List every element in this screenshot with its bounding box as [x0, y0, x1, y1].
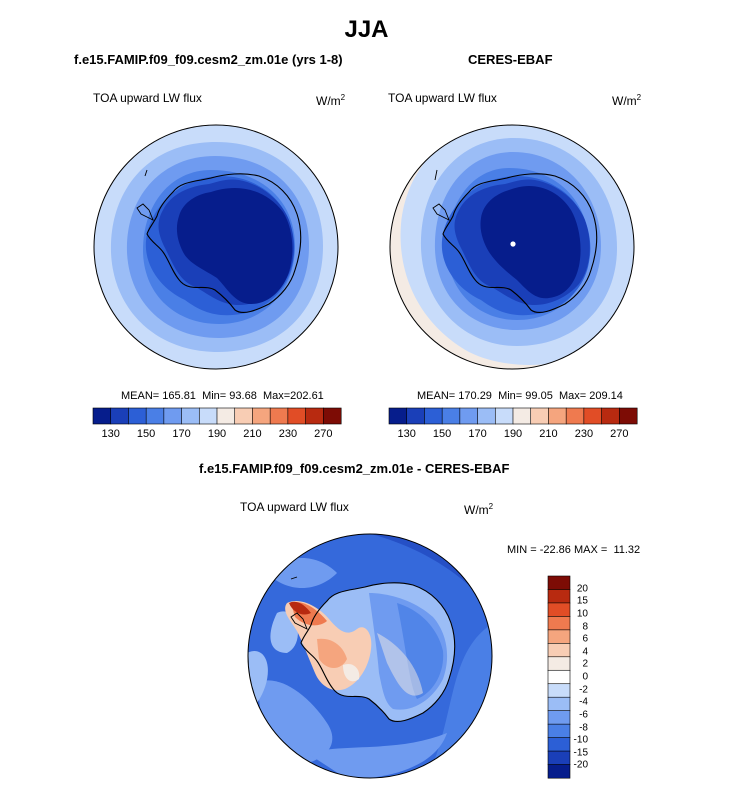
colorbar-swatch [547, 764, 571, 779]
colorbar-swatch [305, 407, 324, 425]
panel1-colorbar-labels: 130 150 170 190 210 230 250 270 [93, 428, 341, 442]
colorbar-swatch [216, 407, 236, 425]
colorbar-swatch [269, 407, 289, 425]
d-tick-label: 0 [582, 671, 588, 683]
colorbar-swatch [601, 407, 620, 425]
d-tick-label: 6 [582, 633, 588, 645]
difference-minmax: MIN = -22.86 MAX = 11.32 [507, 544, 641, 556]
panel2-map [389, 124, 635, 370]
colorbar-swatch [477, 407, 496, 425]
p1-tick-label: 130 [101, 428, 120, 440]
colorbar-swatch [322, 407, 342, 425]
difference-units: W/m2 [464, 502, 494, 517]
p1-band-min [176, 188, 293, 304]
d-tick-label: -20 [573, 759, 588, 771]
p1-tick-label: 170 [172, 428, 191, 440]
colorbar-swatch [163, 407, 183, 425]
panel1-colorbar [92, 407, 342, 425]
d-tick-label: 4 [582, 646, 588, 658]
d-tick-label: 10 [576, 608, 588, 620]
colorbar-swatch [494, 407, 514, 425]
p2-tick-label: 130 [397, 428, 416, 440]
d-tick-label: 2 [582, 658, 588, 670]
p2-coastline [442, 173, 598, 313]
p1-tick-label: 150 [136, 428, 156, 440]
p2-tick-label: 270 [610, 428, 629, 440]
p1-map-border [93, 124, 339, 370]
p2-band-min [480, 186, 581, 299]
d-tick-label: -10 [573, 734, 588, 746]
difference-colorbar-labels: 20 15 10 8 6 4 2 0 -2 -4 -6 -8 -10 -15 -… [540, 576, 588, 778]
p1-tick-label: 190 [207, 428, 227, 440]
panel2-variable: TOA upward LW flux [388, 91, 497, 105]
panel2-stats: MEAN= 170.29 Min= 99.05 Max= 209.14 [417, 390, 623, 402]
p2-tick-label: 150 [432, 428, 452, 440]
d-tick-label: -4 [579, 696, 588, 708]
colorbar-swatch [252, 407, 271, 425]
difference-title: f.e15.FAMIP.f09_f09.cesm2_zm.01e - CERES… [199, 461, 510, 476]
p1-tick-label: 210 [243, 428, 262, 440]
colorbar-swatch [441, 407, 461, 425]
colorbar-swatch [128, 407, 147, 425]
p2-tick-label: 190 [503, 428, 523, 440]
colorbar-swatch [388, 407, 408, 425]
p2-tick-label: 170 [468, 428, 487, 440]
colorbar-swatch [234, 407, 253, 425]
panel2-colorbar [388, 407, 638, 425]
colorbar-swatch [618, 407, 638, 425]
d-tick-label: -15 [573, 747, 588, 759]
panel1-variable: TOA upward LW flux [93, 91, 202, 105]
colorbar-swatch [583, 407, 603, 425]
d-coastline [300, 582, 456, 722]
page-title: JJA [344, 16, 389, 43]
d-tick-label: 20 [576, 583, 588, 595]
colorbar-swatch [406, 407, 425, 425]
colorbar-swatch [424, 407, 443, 425]
p2-tick-label: 230 [574, 428, 594, 440]
panel2-units: W/m2 [612, 93, 642, 108]
colorbar-swatch [565, 407, 585, 425]
colorbar-swatch [110, 407, 129, 425]
difference-colorbar [547, 575, 571, 779]
colorbar-swatch [530, 407, 549, 425]
colorbar-swatch [181, 407, 200, 425]
panel2-colorbar-labels: 130 150 170 190 210 230 250 270 [389, 428, 637, 442]
difference-variable: TOA upward LW flux [240, 500, 349, 514]
colorbar-swatch [198, 407, 218, 425]
panel2-title: CERES-EBAF [468, 52, 553, 67]
colorbar-swatch [92, 407, 112, 425]
p2-pole-point [510, 241, 516, 247]
d-tick-label: 15 [576, 595, 588, 607]
colorbar-swatch [145, 407, 165, 425]
colorbar-swatch [459, 407, 479, 425]
d-tick-label: -6 [579, 709, 588, 721]
colorbar-swatch [548, 407, 567, 425]
panel1-title: f.e15.FAMIP.f09_f09.cesm2_zm.01e (yrs 1-… [74, 52, 343, 67]
p1-coastline [146, 173, 302, 313]
panel1-units: W/m2 [316, 93, 346, 108]
p2-tick-label: 210 [539, 428, 558, 440]
p1-tick-label: 270 [314, 428, 333, 440]
d-map-border [247, 533, 493, 779]
d-tick-label: -2 [579, 684, 588, 696]
d-tick-label: 8 [582, 621, 588, 632]
p1-tick-label: 230 [278, 428, 298, 440]
panel1-stats: MEAN= 165.81 Min= 93.68 Max=202.61 [121, 390, 324, 402]
difference-map [247, 533, 493, 779]
panel1-map [93, 124, 339, 370]
colorbar-swatch [512, 407, 532, 425]
p2-map-border [389, 124, 635, 370]
colorbar-swatch [287, 407, 307, 425]
d-tick-label: -8 [579, 722, 588, 733]
